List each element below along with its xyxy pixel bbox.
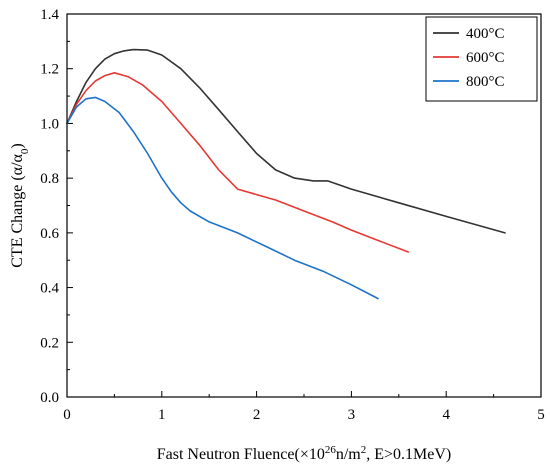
series-line: [66, 72, 410, 253]
y-tick-label: 1.2: [40, 62, 59, 78]
legend-label: 400°C: [466, 26, 505, 42]
x-axis-title: Fast Neutron Fluence(×1026n/m2, E>0.1MeV…: [157, 444, 452, 463]
x-tick-label: 3: [348, 407, 356, 423]
x-tick-label: 0: [63, 407, 71, 423]
plot-area-frame: [66, 13, 542, 398]
x-tick-label: 1: [158, 407, 166, 423]
legend-label: 800°C: [466, 74, 505, 90]
y-axis-title: CTE Change (α/α0): [9, 143, 31, 267]
x-tick-label: 4: [442, 407, 450, 423]
legend: 400°C 600°C 800°C: [425, 16, 538, 102]
y-tick-label: 0.2: [40, 335, 59, 351]
x-tick-label: 5: [537, 407, 545, 423]
y-tick-label: 1.4: [40, 7, 59, 23]
y-tick-label: 0.8: [40, 171, 59, 187]
y-tick-label: 0.6: [40, 226, 59, 242]
tick-labels: 0 1 2 3 4 5 0.0 0.2 0.4 0.6 0.8 1.0 1.2 1.4: [40, 7, 545, 423]
legend-box: [425, 16, 538, 102]
series-line: [66, 48, 506, 234]
x-tick-label: 2: [253, 407, 261, 423]
y-tick-label: 1.0: [40, 116, 59, 132]
series-lines: [66, 48, 506, 300]
y-tick-label: 0.4: [40, 281, 59, 297]
series-line: [66, 96, 379, 300]
legend-label: 600°C: [466, 50, 505, 66]
y-tick-label: 0.0: [40, 390, 59, 406]
